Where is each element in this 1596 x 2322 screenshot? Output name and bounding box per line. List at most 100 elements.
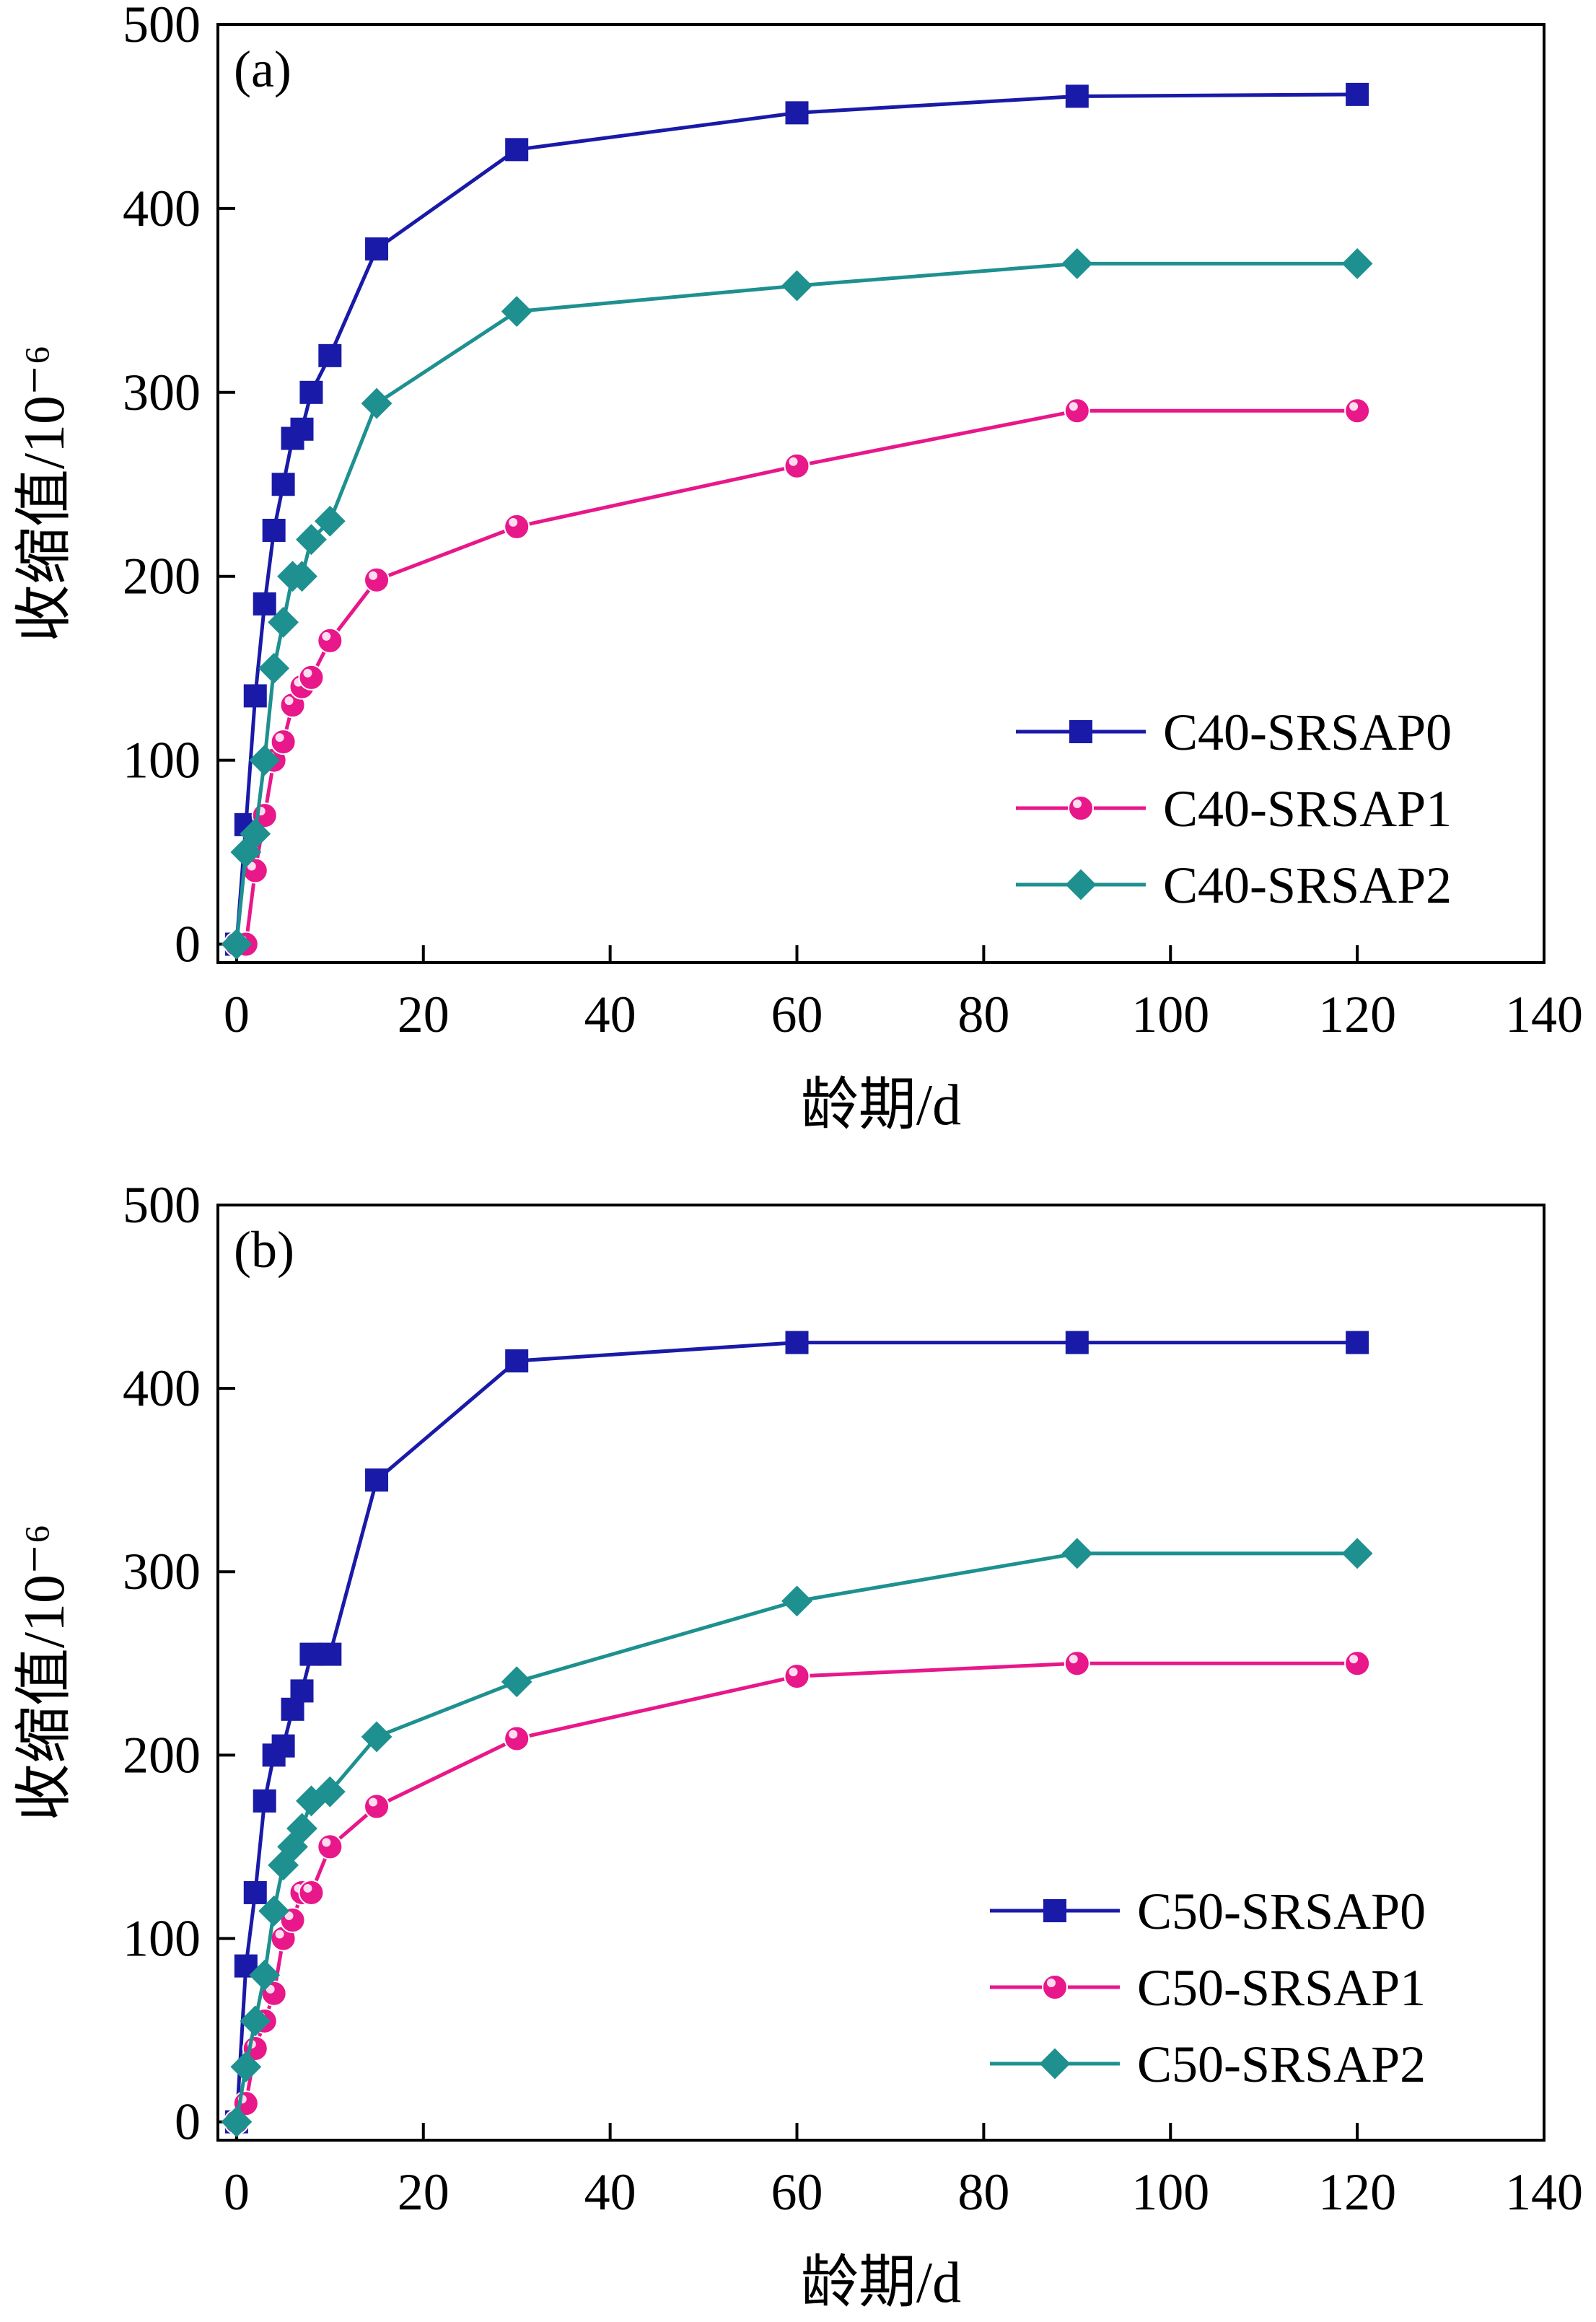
data-point-highlight bbox=[303, 1883, 312, 1893]
legend-item: C40-SRSAP1 bbox=[1016, 780, 1452, 838]
data-point bbox=[271, 1734, 295, 1758]
x-axis-title: 龄期/d bbox=[801, 2251, 961, 2315]
data-point bbox=[1065, 84, 1089, 108]
legend-item: C50-SRSAP2 bbox=[990, 2036, 1426, 2093]
x-tick-label: 120 bbox=[1318, 2163, 1396, 2221]
data-point bbox=[290, 1679, 314, 1703]
data-point bbox=[262, 518, 286, 542]
y-tick-label: 100 bbox=[123, 1909, 201, 1967]
data-point bbox=[230, 2051, 262, 2082]
legend-label: C50-SRSAP0 bbox=[1137, 1883, 1426, 1940]
y-axis-title: 收缩值/10⁻⁶ bbox=[13, 345, 76, 642]
data-point-highlight bbox=[284, 696, 294, 706]
data-point bbox=[361, 1721, 393, 1753]
panel-label: (b) bbox=[234, 1221, 294, 1279]
data-point bbox=[298, 664, 325, 691]
data-point bbox=[504, 513, 530, 540]
data-point bbox=[221, 929, 253, 960]
data-point bbox=[314, 1776, 346, 1808]
legend-label: C50-SRSAP2 bbox=[1137, 2036, 1426, 2093]
data-point bbox=[1064, 398, 1090, 424]
legend-item: C40-SRSAP2 bbox=[1016, 856, 1452, 914]
data-point-highlight bbox=[789, 1668, 798, 1677]
data-point bbox=[253, 1789, 276, 1813]
x-tick-label: 80 bbox=[957, 986, 1009, 1043]
data-point bbox=[785, 1331, 809, 1354]
data-point bbox=[296, 524, 327, 556]
data-point bbox=[240, 818, 271, 849]
data-point bbox=[505, 138, 529, 162]
data-point-highlight bbox=[322, 631, 331, 641]
y-tick-label: 0 bbox=[175, 2093, 201, 2151]
data-point bbox=[365, 1468, 389, 1492]
data-point bbox=[1061, 247, 1093, 279]
data-point bbox=[243, 1880, 267, 1904]
x-tick-label: 0 bbox=[224, 986, 250, 1043]
data-point-highlight bbox=[1073, 799, 1082, 808]
data-point bbox=[234, 1954, 258, 1978]
data-point bbox=[317, 1833, 343, 1860]
data-point bbox=[1042, 1974, 1068, 2000]
data-point bbox=[501, 296, 532, 328]
plot-frame bbox=[216, 23, 1545, 964]
y-tick-label: 400 bbox=[123, 1359, 201, 1417]
legend: C40-SRSAP0 C40-SRSAP1 C40-SRSAP2 bbox=[1016, 704, 1452, 914]
data-point bbox=[1043, 1899, 1066, 1922]
data-point bbox=[781, 270, 812, 302]
data-point-highlight bbox=[1047, 1979, 1056, 1987]
data-point-highlight bbox=[1069, 1655, 1078, 1664]
data-point-highlight bbox=[369, 1797, 378, 1807]
x-tick-label: 60 bbox=[771, 986, 823, 1043]
data-point bbox=[1061, 1538, 1093, 1569]
data-point bbox=[270, 729, 297, 755]
x-axis-title: 龄期/d bbox=[801, 1074, 961, 1137]
data-point bbox=[1069, 720, 1092, 743]
data-point-highlight bbox=[369, 571, 378, 580]
data-point bbox=[286, 1813, 317, 1844]
series-c40-srsap2 bbox=[221, 247, 1373, 960]
data-point-highlight bbox=[275, 733, 284, 742]
data-point bbox=[1065, 869, 1097, 901]
data-point-highlight bbox=[322, 1838, 331, 1847]
data-point bbox=[784, 1663, 810, 1690]
legend-item: C50-SRSAP0 bbox=[990, 1883, 1426, 1940]
data-point bbox=[299, 380, 323, 404]
data-point-highlight bbox=[509, 1730, 518, 1739]
data-point bbox=[258, 652, 290, 684]
x-tick-label: 40 bbox=[584, 986, 636, 1043]
data-point bbox=[249, 745, 281, 776]
data-point bbox=[1039, 2048, 1071, 2080]
data-point bbox=[249, 1959, 281, 1991]
data-point bbox=[318, 343, 342, 367]
series-c50-srsap2 bbox=[221, 1538, 1373, 2138]
data-point bbox=[1341, 1538, 1373, 1569]
data-point bbox=[784, 452, 810, 479]
data-point bbox=[365, 237, 389, 260]
data-point bbox=[361, 387, 393, 419]
data-point-highlight bbox=[284, 1911, 294, 1921]
data-point-highlight bbox=[303, 668, 312, 678]
x-tick-label: 140 bbox=[1505, 2163, 1583, 2221]
legend: C50-SRSAP0 C50-SRSAP1 C50-SRSAP2 bbox=[990, 1883, 1426, 2093]
data-point bbox=[501, 1666, 532, 1698]
y-tick-label: 300 bbox=[123, 364, 201, 421]
data-point bbox=[1065, 1331, 1089, 1354]
legend-label: C40-SRSAP0 bbox=[1163, 704, 1452, 761]
data-point bbox=[317, 627, 343, 654]
data-point bbox=[286, 561, 317, 592]
x-tick-label: 100 bbox=[1131, 986, 1209, 1043]
x-tick-label: 140 bbox=[1505, 986, 1583, 1043]
plot-frame bbox=[216, 1204, 1545, 2142]
data-point bbox=[290, 417, 314, 441]
data-point bbox=[1068, 795, 1094, 821]
data-point bbox=[271, 473, 295, 496]
chart-panel-b: 0 20 40 60 80 100 120 140 0 100 200 300 400 500 龄期/d 收缩… bbox=[13, 1176, 1583, 2315]
data-point-highlight bbox=[789, 457, 798, 466]
y-axis-title: 收缩值/10⁻⁶ bbox=[13, 1524, 76, 1821]
x-tick-label: 0 bbox=[224, 2163, 250, 2221]
y-tick-label: 500 bbox=[123, 1176, 201, 1234]
x-tick-label: 20 bbox=[398, 2163, 450, 2221]
x-tick-label: 20 bbox=[398, 986, 450, 1043]
data-point bbox=[1346, 1331, 1369, 1354]
